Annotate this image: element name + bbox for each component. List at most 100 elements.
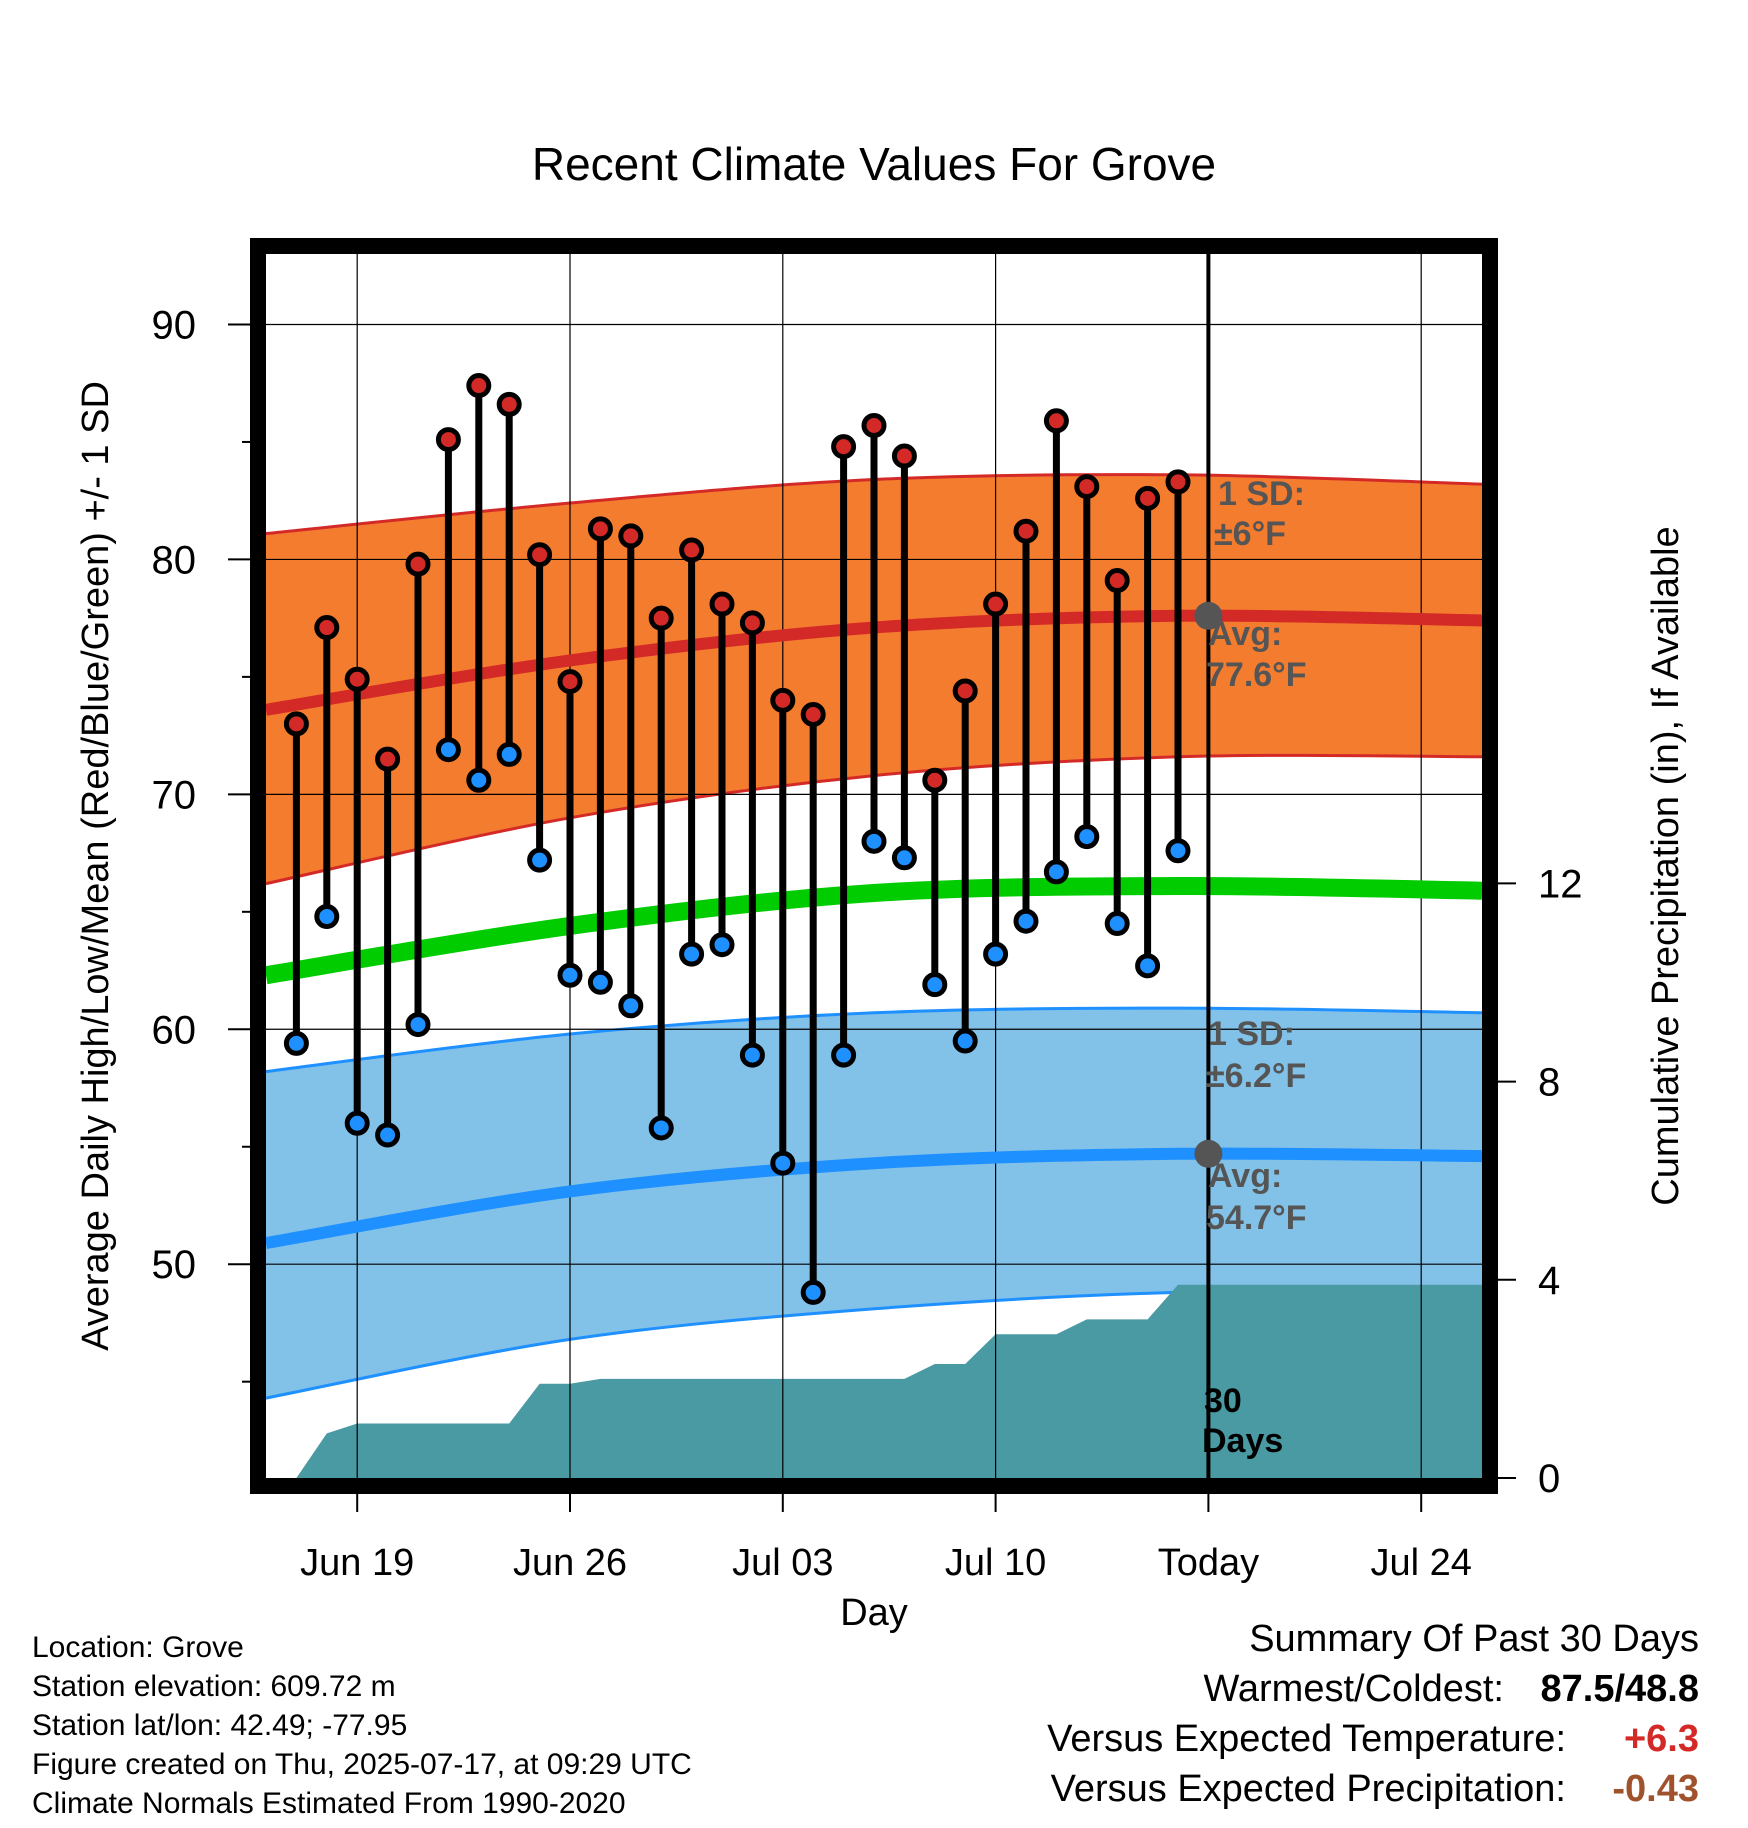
low-band-upper-edge: [265, 1006, 1483, 1074]
daily-high-point: [770, 687, 796, 713]
daily-high-point: [1165, 469, 1191, 495]
daily-low-point: [587, 969, 613, 995]
daily-high-point: [496, 391, 522, 417]
daily-high-point: [314, 615, 340, 641]
footer-created: Figure created on Thu, 2025-07-17, at 09…: [32, 1748, 692, 1781]
daily-low-point: [952, 1028, 978, 1054]
daily-high-point: [435, 427, 461, 453]
daily-low-point: [435, 737, 461, 763]
daily-high-point: [891, 443, 917, 469]
daily-low-point: [283, 1030, 309, 1056]
y2-axis-title: Cumulative Precipitation (in), If Availa…: [1645, 526, 1687, 1205]
daily-low-point: [466, 767, 492, 793]
daily-high-point: [983, 591, 1009, 617]
daily-high-point: [800, 701, 826, 727]
footer-latlon: Station lat/lon: 42.49; -77.95: [32, 1709, 408, 1742]
precip-area-shape: [296, 1284, 1482, 1478]
high-sd-value: ±6°F: [1214, 515, 1286, 553]
y2-tick-label: 8: [1538, 1061, 1560, 1105]
daily-low-point: [1104, 911, 1130, 937]
daily-low-point: [891, 845, 917, 871]
daily-low-point: [800, 1279, 826, 1305]
summary-precip-label: Versus Expected Precipitation:: [1050, 1768, 1566, 1810]
footer-location: Location: Grove: [32, 1631, 244, 1664]
y-tick-label: 50: [152, 1243, 197, 1287]
daily-low-point: [405, 1012, 431, 1038]
daily-high-point: [648, 605, 674, 631]
y-tick-label: 70: [152, 773, 197, 817]
mean-normal-line: [264, 876, 1483, 985]
daily-low-point: [557, 962, 583, 988]
plot-frame: [250, 238, 1498, 1494]
daily-low-point: [679, 941, 705, 967]
y2-tick-label: 0: [1538, 1457, 1560, 1501]
summary-temp-label: Versus Expected Temperature:: [1047, 1718, 1566, 1760]
daily-high-point: [1135, 485, 1161, 511]
summary-precip-value: -0.43: [1612, 1768, 1699, 1810]
daily-high-point: [405, 551, 431, 577]
daily-high-point: [679, 537, 705, 563]
y-tick-label: 80: [152, 538, 197, 582]
y-tick-label: 90: [152, 303, 197, 347]
daily-high-point: [861, 413, 887, 439]
daily-low-point: [344, 1110, 370, 1136]
daily-low-point: [983, 941, 1009, 967]
low-sd-value: ±6.2°F: [1206, 1057, 1306, 1095]
x-tick-label: Jul 03: [732, 1542, 833, 1584]
daily-high-point: [375, 746, 401, 772]
daily-high-point: [557, 669, 583, 695]
plot-area: 1 SD: ±6°F Avg: 77.6°F 1 SD: ±6.2°F Avg:…: [250, 238, 1498, 1494]
chart-title: Recent Climate Values For Grove: [532, 138, 1216, 190]
daily-high-point: [922, 767, 948, 793]
daily-high-point: [618, 523, 644, 549]
daily-low-point: [709, 932, 735, 958]
x-tick-label: Jun 26: [513, 1542, 627, 1584]
low-avg-label: Avg:: [1208, 1157, 1282, 1195]
daily-low-point: [1013, 908, 1039, 934]
daily-low-point: [1135, 953, 1161, 979]
daily-high-point: [831, 434, 857, 460]
y2-tick-label: 4: [1538, 1259, 1560, 1303]
daily-low-point: [527, 847, 553, 873]
high-avg-value: 77.6°F: [1206, 656, 1307, 694]
footer-normals: Climate Normals Estimated From 1990-2020: [32, 1787, 626, 1820]
low-avg-value: 54.7°F: [1206, 1199, 1307, 1237]
summary-warmest-label: Warmest/Coldest:: [1203, 1668, 1504, 1710]
daily-high-point: [344, 666, 370, 692]
x-axis: Jun 19 Jun 26 Jul 03 Jul 10 Today Jul 24: [300, 1486, 1472, 1584]
daily-low-point: [1043, 859, 1069, 885]
daily-low-point: [739, 1042, 765, 1068]
daily-low-point: [831, 1042, 857, 1068]
daily-observations: [283, 373, 1191, 1305]
daily-low-point: [1165, 838, 1191, 864]
x-tick-label: Jul 10: [945, 1542, 1046, 1584]
x-tick-label: Today: [1158, 1542, 1259, 1584]
days-word-label: Days: [1202, 1422, 1283, 1460]
low-sd-label: 1 SD:: [1208, 1015, 1295, 1053]
days-count-label: 30: [1204, 1382, 1242, 1420]
daily-low-point: [1074, 824, 1100, 850]
daily-high-point: [527, 542, 553, 568]
today-markers: [1194, 601, 1223, 1168]
footer-elevation: Station elevation: 609.72 m: [32, 1670, 396, 1703]
daily-low-point: [375, 1122, 401, 1148]
annotations: 1 SD: ±6°F Avg: 77.6°F 1 SD: ±6.2°F Avg:…: [1202, 475, 1307, 1460]
daily-high-point: [466, 373, 492, 399]
y2-tick-label: 12: [1538, 862, 1583, 906]
daily-high-point: [1043, 408, 1069, 434]
high-sd-label: 1 SD:: [1218, 475, 1305, 513]
summary-heading: Summary Of Past 30 Days: [1249, 1618, 1699, 1660]
y-axis-title: Average Daily High/Low/Mean (Red/Blue/Gr…: [75, 381, 117, 1351]
daily-high-point: [739, 610, 765, 636]
daily-low-point: [922, 972, 948, 998]
x-tick-label: Jul 24: [1370, 1542, 1471, 1584]
precipitation-area: [296, 1284, 1482, 1478]
x-axis-title: Day: [840, 1592, 908, 1634]
daily-high-point: [952, 678, 978, 704]
y-tick-label: 60: [152, 1008, 197, 1052]
daily-low-point: [770, 1150, 796, 1176]
summary-warmest-value: 87.5/48.8: [1540, 1668, 1699, 1710]
daily-high-point: [1104, 568, 1130, 594]
low-normal-line: [264, 1147, 1483, 1250]
